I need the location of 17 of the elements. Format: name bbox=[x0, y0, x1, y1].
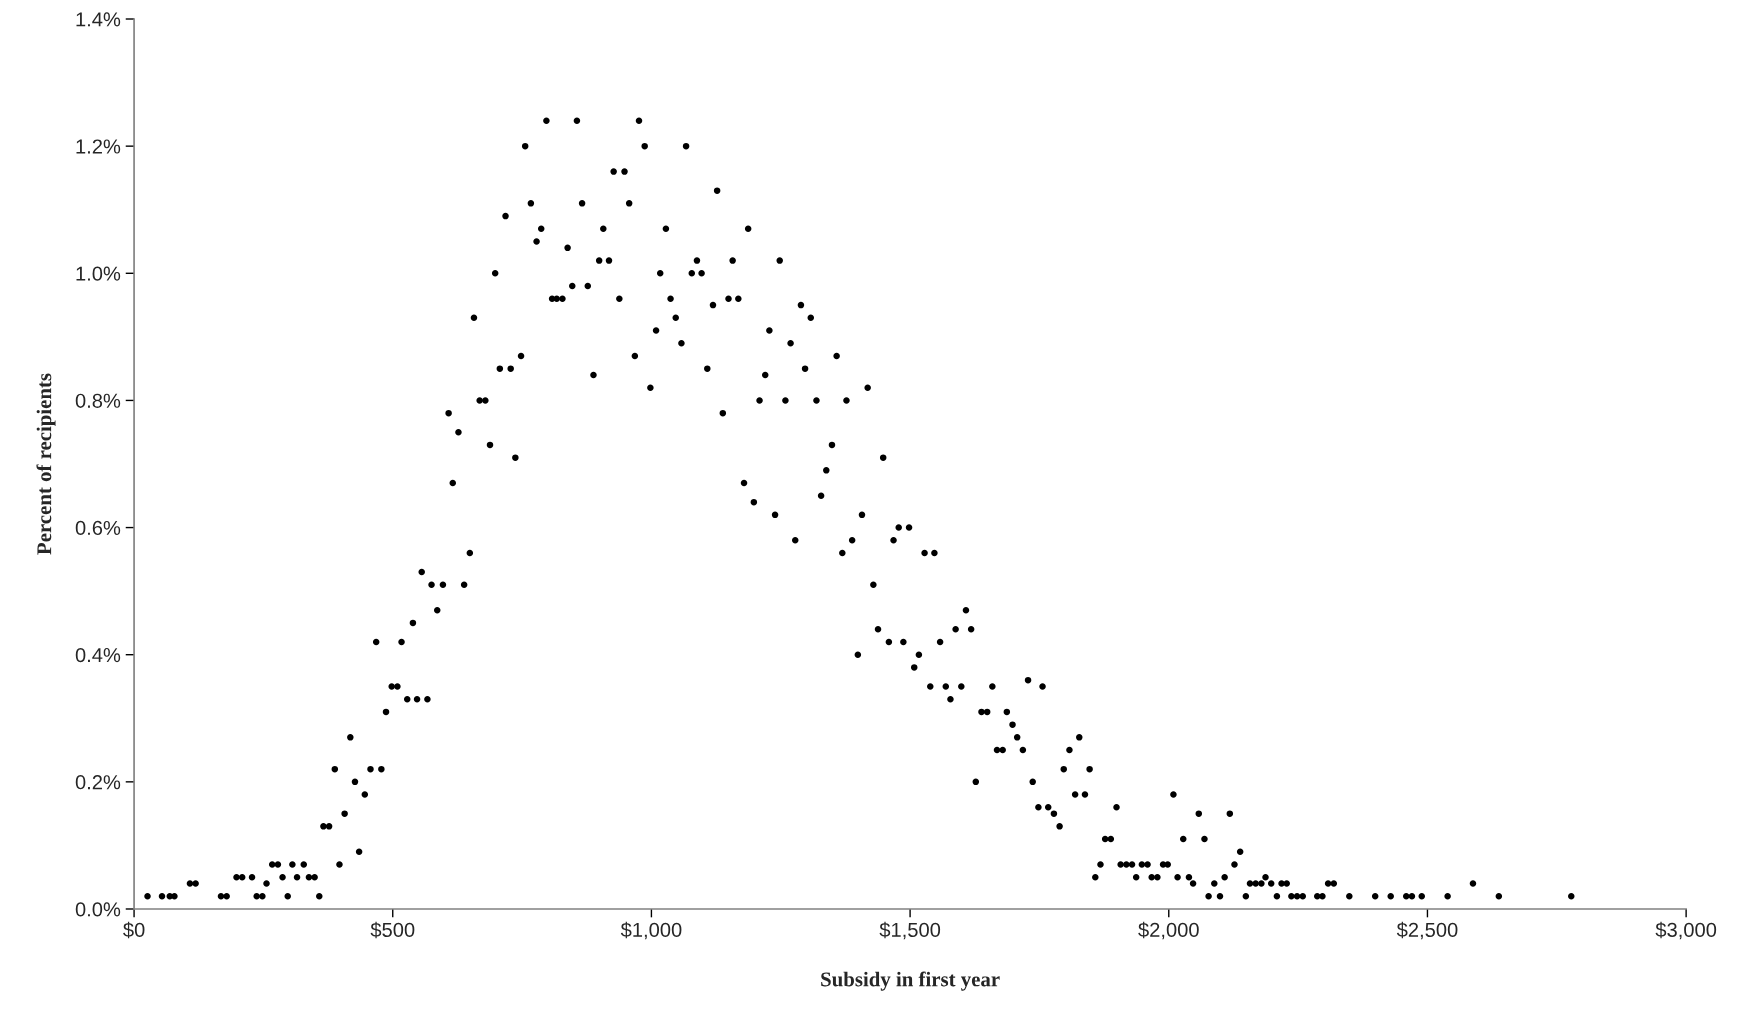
x-tick-label: $2,000 bbox=[1138, 921, 1199, 940]
y-tick-label: 1.0% bbox=[76, 266, 121, 281]
y-axis-title: Percent of recipients bbox=[36, 373, 56, 555]
x-tick-label: $3,000 bbox=[1655, 921, 1717, 940]
y-tick-label: 0.2% bbox=[75, 775, 121, 790]
y-tick-label: 0.4% bbox=[75, 647, 121, 663]
y-tick-label: 0.0% bbox=[75, 902, 121, 917]
y-tick-label: 1.4% bbox=[76, 12, 121, 27]
x-tick-label: $2,500 bbox=[1396, 921, 1458, 940]
y-tick-label: 0.6% bbox=[75, 520, 121, 536]
x-axis-title: Subsidy in first year bbox=[821, 971, 1000, 991]
x-tick-label: $500 bbox=[370, 921, 415, 939]
x-tick-label: $0 bbox=[123, 921, 145, 939]
y-tick-label: 1.2% bbox=[76, 139, 121, 154]
y-tick-label: 0.8% bbox=[75, 393, 121, 408]
x-tick-label: $1,000 bbox=[620, 921, 682, 940]
x-tick-label: $1,500 bbox=[879, 921, 941, 940]
